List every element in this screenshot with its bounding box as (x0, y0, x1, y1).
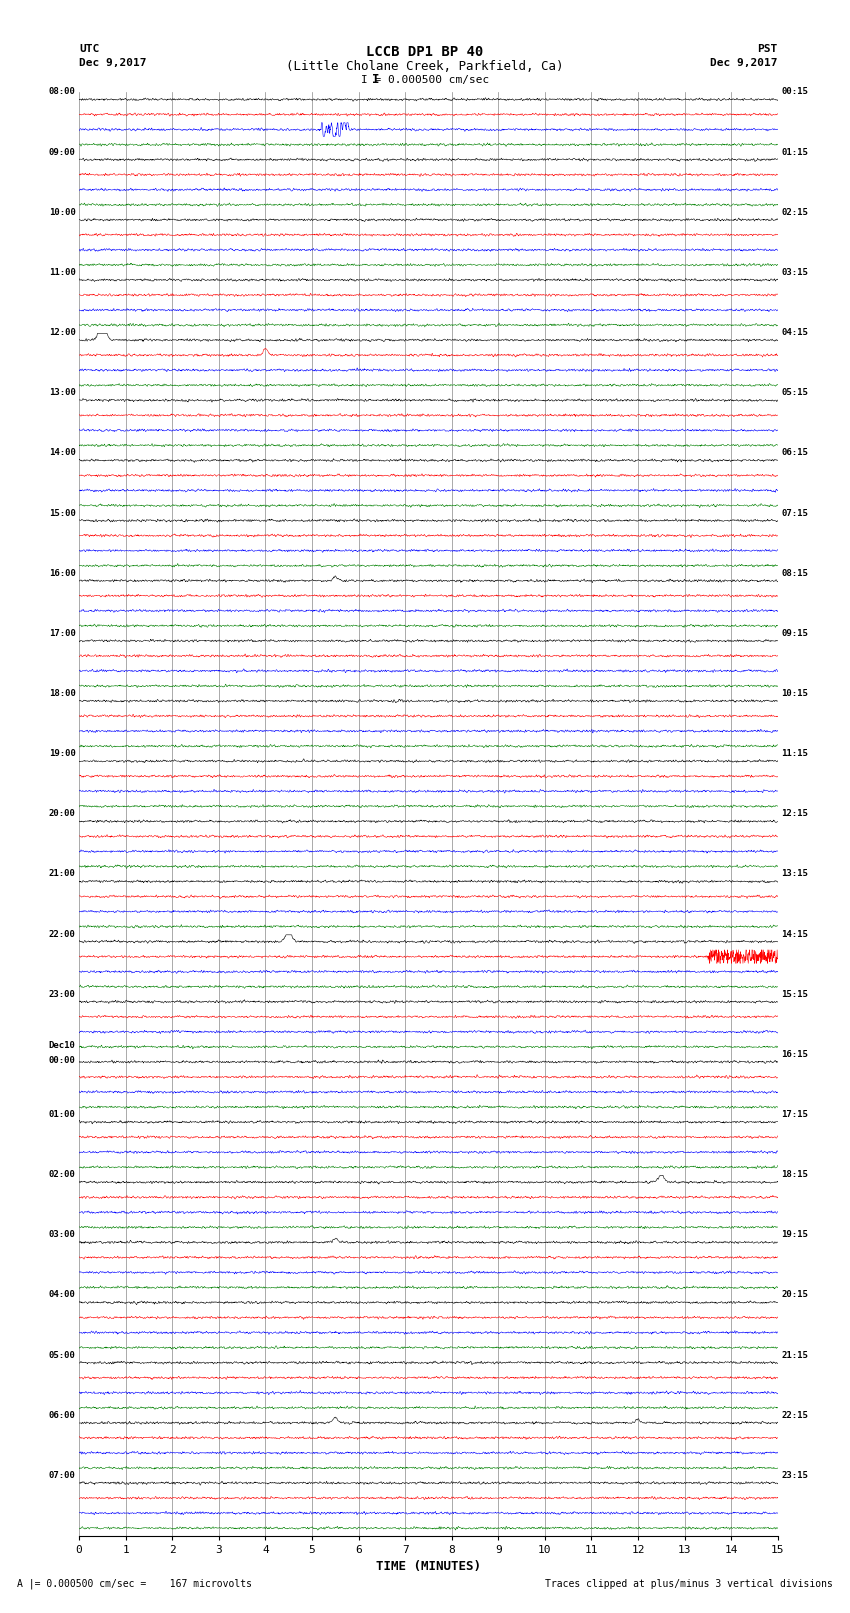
Text: (Little Cholane Creek, Parkfield, Ca): (Little Cholane Creek, Parkfield, Ca) (286, 60, 564, 74)
Text: 15:00: 15:00 (48, 508, 76, 518)
Text: 11:00: 11:00 (48, 268, 76, 277)
Text: 15:15: 15:15 (781, 990, 808, 998)
Text: 21:00: 21:00 (48, 869, 76, 879)
Text: 12:15: 12:15 (781, 810, 808, 818)
Text: 14:15: 14:15 (781, 929, 808, 939)
Text: 10:15: 10:15 (781, 689, 808, 698)
Text: 11:15: 11:15 (781, 748, 808, 758)
Text: 00:15: 00:15 (781, 87, 808, 97)
Text: 03:00: 03:00 (48, 1231, 76, 1239)
Text: 23:00: 23:00 (48, 990, 76, 998)
Text: 05:15: 05:15 (781, 389, 808, 397)
Text: 14:00: 14:00 (48, 448, 76, 458)
Text: 22:00: 22:00 (48, 929, 76, 939)
Text: 10:00: 10:00 (48, 208, 76, 216)
Text: 09:15: 09:15 (781, 629, 808, 637)
X-axis label: TIME (MINUTES): TIME (MINUTES) (376, 1560, 481, 1573)
Text: 21:15: 21:15 (781, 1350, 808, 1360)
Text: 20:00: 20:00 (48, 810, 76, 818)
Text: 17:15: 17:15 (781, 1110, 808, 1119)
Text: 19:15: 19:15 (781, 1231, 808, 1239)
Text: 16:00: 16:00 (48, 569, 76, 577)
Text: 04:00: 04:00 (48, 1290, 76, 1300)
Text: 06:15: 06:15 (781, 448, 808, 458)
Text: I: I (372, 73, 379, 87)
Text: PST: PST (757, 44, 778, 55)
Text: I = 0.000500 cm/sec: I = 0.000500 cm/sec (361, 74, 489, 85)
Text: 23:15: 23:15 (781, 1471, 808, 1479)
Text: Dec 9,2017: Dec 9,2017 (79, 58, 146, 68)
Text: 22:15: 22:15 (781, 1411, 808, 1419)
Text: 17:00: 17:00 (48, 629, 76, 637)
Text: 08:15: 08:15 (781, 569, 808, 577)
Text: 03:15: 03:15 (781, 268, 808, 277)
Text: 19:00: 19:00 (48, 748, 76, 758)
Text: 18:00: 18:00 (48, 689, 76, 698)
Text: 07:00: 07:00 (48, 1471, 76, 1479)
Text: Dec10: Dec10 (48, 1040, 76, 1050)
Text: 01:00: 01:00 (48, 1110, 76, 1119)
Text: 02:00: 02:00 (48, 1169, 76, 1179)
Text: 01:15: 01:15 (781, 148, 808, 156)
Text: 12:00: 12:00 (48, 327, 76, 337)
Text: 13:00: 13:00 (48, 389, 76, 397)
Text: LCCB DP1 BP 40: LCCB DP1 BP 40 (366, 45, 484, 60)
Text: 00:00: 00:00 (48, 1057, 76, 1065)
Text: Traces clipped at plus/minus 3 vertical divisions: Traces clipped at plus/minus 3 vertical … (545, 1579, 833, 1589)
Text: 04:15: 04:15 (781, 327, 808, 337)
Text: 09:00: 09:00 (48, 148, 76, 156)
Text: 02:15: 02:15 (781, 208, 808, 216)
Text: A |= 0.000500 cm/sec =    167 microvolts: A |= 0.000500 cm/sec = 167 microvolts (17, 1579, 252, 1589)
Text: 08:00: 08:00 (48, 87, 76, 97)
Text: 06:00: 06:00 (48, 1411, 76, 1419)
Text: 18:15: 18:15 (781, 1169, 808, 1179)
Text: 13:15: 13:15 (781, 869, 808, 879)
Text: 05:00: 05:00 (48, 1350, 76, 1360)
Text: UTC: UTC (79, 44, 99, 55)
Text: 20:15: 20:15 (781, 1290, 808, 1300)
Text: 07:15: 07:15 (781, 508, 808, 518)
Text: 16:15: 16:15 (781, 1050, 808, 1058)
Text: Dec 9,2017: Dec 9,2017 (711, 58, 778, 68)
